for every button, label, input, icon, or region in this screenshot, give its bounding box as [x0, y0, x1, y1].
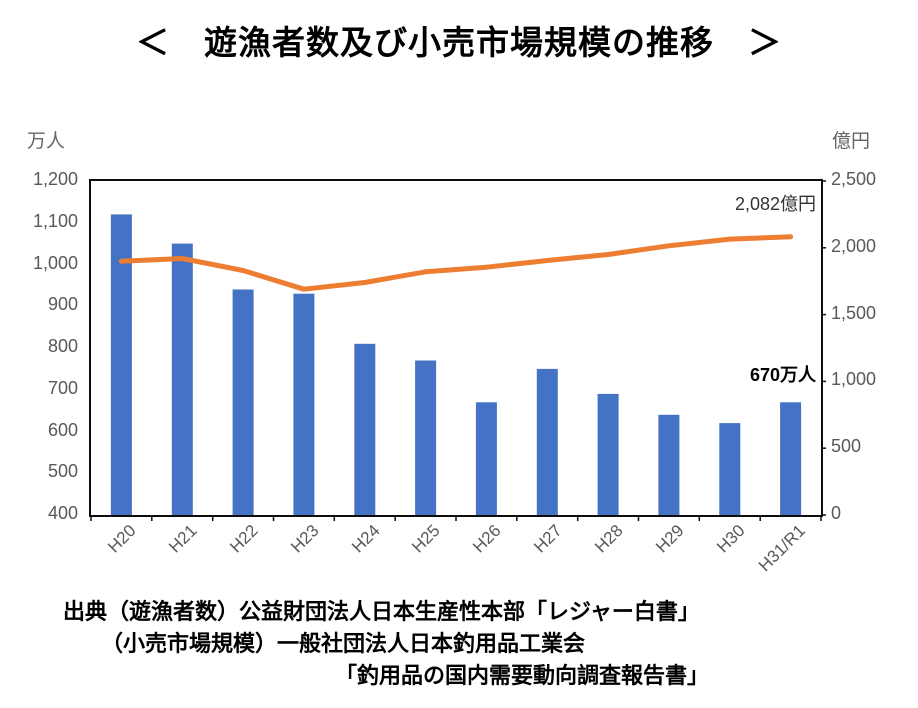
source-line-2: （小売市場規模）一般社団法人日本釣用品工業会 [101, 631, 586, 656]
left-axis-unit: 万人 [27, 131, 66, 152]
left-tick-700: 700 [47, 377, 78, 398]
bar-H20 [110, 214, 132, 515]
chart-title: ＜ 遊漁者数及び小売市場規模の推移 ＞ [136, 24, 782, 61]
x-label-H24: H24 [347, 521, 384, 557]
source-line-3: 「釣用品の国内需要動向調査報告書」 [335, 663, 710, 688]
bar-H25 [415, 360, 437, 515]
left-tick-500: 500 [47, 461, 78, 482]
source-line-1: 出典（遊漁者数）公益財団法人日本生産性本部「レジャー白書」 [63, 599, 700, 624]
x-label-H29: H29 [651, 521, 688, 557]
market-size-line [118, 234, 794, 292]
left-tick-1,200: 1,200 [32, 169, 78, 189]
chart-canvas [90, 180, 826, 521]
bar-H31/R1 [780, 402, 802, 515]
bar-H21 [171, 243, 193, 515]
right-tick-2,000: 2,000 [831, 235, 877, 256]
line-end-annotation: 2,082億円 [734, 194, 816, 214]
bar-H22 [232, 289, 254, 515]
right-tick-1,500: 1,500 [831, 302, 877, 323]
bar-H30 [719, 423, 741, 515]
bar-H26 [475, 402, 497, 515]
x-label-H28: H28 [591, 521, 627, 557]
left-tick-1,000: 1,000 [32, 252, 78, 273]
x-label-H31/R1: H31/R1 [754, 521, 810, 576]
plot-area: 2,082億円 670万人 [89, 179, 826, 521]
x-label-H27: H27 [530, 521, 566, 557]
left-tick-400: 400 [47, 503, 78, 523]
left-tick-900: 900 [47, 294, 78, 315]
x-label-H23: H23 [286, 521, 323, 557]
right-tick-2,500: 2,500 [831, 169, 877, 189]
bar-H29 [658, 414, 680, 515]
right-tick-500: 500 [831, 436, 862, 457]
x-label-H26: H26 [469, 521, 505, 557]
bar-H28 [597, 393, 619, 515]
x-label-H25: H25 [408, 521, 445, 557]
x-label-H20: H20 [104, 521, 140, 557]
left-tick-1,100: 1,100 [32, 210, 78, 231]
left-tick-800: 800 [47, 336, 78, 356]
left-tick-600: 600 [47, 419, 78, 440]
right-tick-0: 0 [831, 503, 842, 523]
x-label-H22: H22 [226, 521, 262, 557]
bar-H23 [293, 293, 315, 515]
bar-H27 [536, 368, 558, 515]
chart-area: 万人 億円 1,200 1,100 1,000 900 800 700 600 500 400 … [0, 120, 918, 608]
bar-H24 [354, 343, 376, 515]
source-caption: 出典（遊漁者数）公益財団法人日本生産性本部「レジャー白書」 （小売市場規模）一般… [0, 596, 918, 692]
x-label-H21: H21 [165, 521, 201, 557]
x-label-H30: H30 [712, 521, 749, 557]
right-axis-unit: 億円 [832, 131, 871, 152]
bar-end-annotation: 670万人 [749, 365, 816, 385]
right-tick-1,000: 1,000 [831, 369, 877, 390]
